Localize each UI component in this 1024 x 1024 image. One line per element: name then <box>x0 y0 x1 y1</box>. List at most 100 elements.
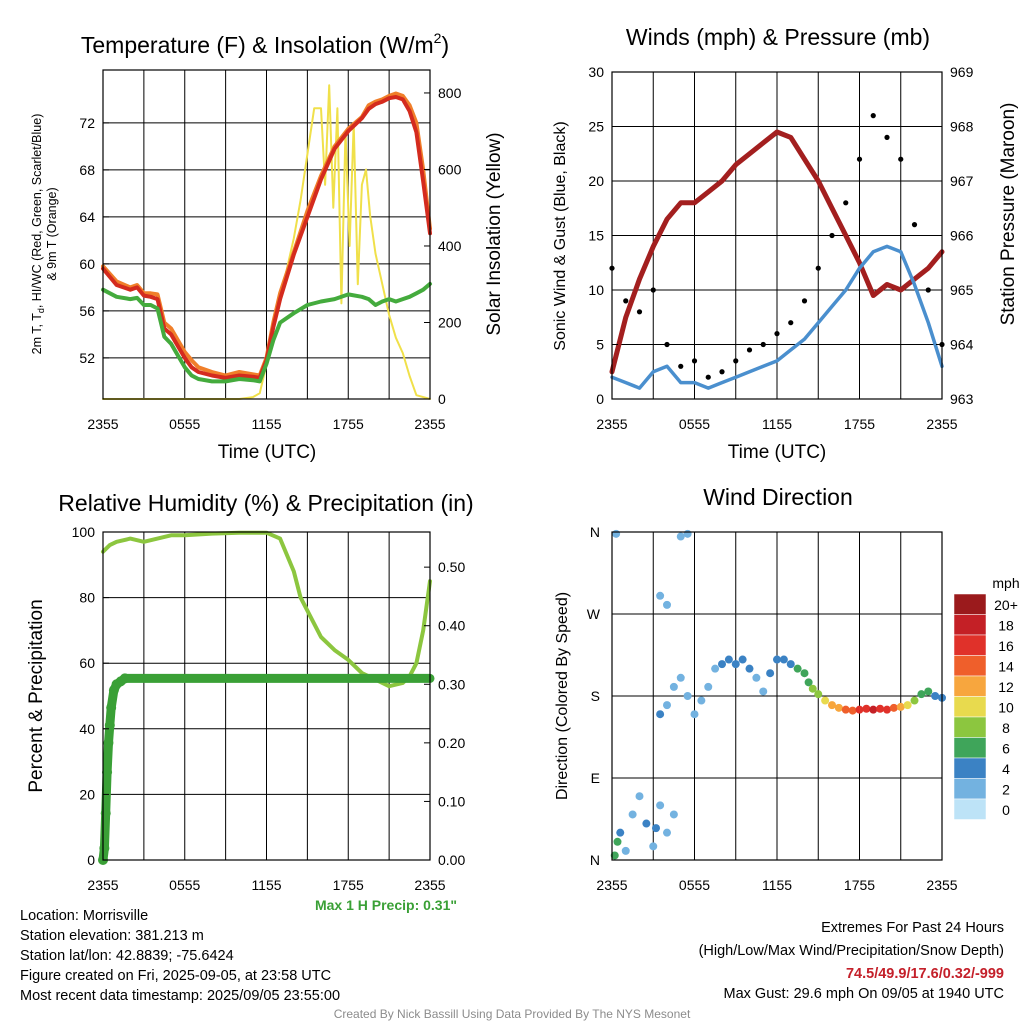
direction-point <box>610 851 619 860</box>
gust-point <box>856 156 863 162</box>
y-right-tick-label: 400 <box>438 238 462 254</box>
direction-tick-label: W <box>587 606 601 622</box>
legend-label: 16 <box>998 638 1014 654</box>
legend-label: 8 <box>1002 720 1010 736</box>
gust-point <box>884 134 890 140</box>
gust-point <box>623 298 629 304</box>
direction-point <box>656 710 665 719</box>
direction-tick-label: S <box>591 688 600 704</box>
x-tick-label: 2355 <box>87 416 118 432</box>
direction-point <box>663 600 671 609</box>
direction-point <box>862 704 871 713</box>
temperature-xlabel: Time (UTC) <box>218 442 317 463</box>
direction-point <box>848 706 857 715</box>
direction-point <box>613 837 622 846</box>
direction-point <box>663 828 671 837</box>
direction-point <box>676 673 685 682</box>
legend-label: 14 <box>998 659 1014 675</box>
direction-point <box>683 529 692 538</box>
y-right-tick-label: 0.10 <box>438 793 465 809</box>
gust-point <box>925 287 931 293</box>
y-left-tick-label: 56 <box>79 303 95 319</box>
direction-point <box>841 705 850 714</box>
humidity-title: Relative Humidity (%) & Precipitation (i… <box>58 490 473 516</box>
extremes-info: Extremes For Past 24 Hours (High/Low/Max… <box>699 918 1004 1004</box>
precip-point <box>104 720 115 731</box>
y-left-tick-label: 64 <box>79 209 95 225</box>
direction-point <box>697 696 706 705</box>
legend-swatch <box>953 737 987 759</box>
humidity-series-line <box>101 530 432 689</box>
x-tick-label: 1755 <box>333 877 364 893</box>
temperature-series-line <box>102 84 431 400</box>
gust-point <box>911 222 918 228</box>
wind-direction-title: Wind Direction <box>703 484 853 510</box>
max-precip-label: Max 1 H Precip: 0.31" <box>315 897 457 913</box>
x-tick-label: 2355 <box>926 416 957 432</box>
legend-label: 12 <box>998 679 1014 695</box>
y-right-tick-label: 967 <box>950 173 974 189</box>
direction-point <box>676 532 685 541</box>
y-right-tick-label: 964 <box>950 337 974 353</box>
humidity-left-ylabel: Percent & Precipitation <box>26 599 47 792</box>
direction-tick-label: N <box>590 852 600 868</box>
gust-point <box>678 363 684 369</box>
direction-point <box>711 664 720 673</box>
y-right-tick-label: 965 <box>950 282 974 298</box>
direction-point <box>910 696 919 705</box>
legend-swatch <box>953 798 987 820</box>
y-left-tick-label: 10 <box>588 282 604 298</box>
direction-point <box>731 660 740 669</box>
elevation-text: Station elevation: 381.213 m <box>20 928 204 944</box>
legend-swatch <box>953 696 987 718</box>
precip-point <box>100 808 111 819</box>
gust-point <box>705 374 711 380</box>
direction-point <box>883 705 891 714</box>
temperature-left-ylabel: 2m T, Td, HI/WC (Red, Green, Scarlet/Blu… <box>30 114 46 355</box>
gust-point <box>829 232 835 239</box>
humidity-plot-frame <box>102 531 431 861</box>
direction-point <box>669 810 678 819</box>
y-right-tick-label: 966 <box>950 228 974 244</box>
legend-swatch <box>953 716 987 738</box>
direction-point <box>652 824 660 833</box>
location-text: Location: Morrisville <box>20 908 149 924</box>
y-left-tick-label: 100 <box>72 524 96 540</box>
legend-label: 2 <box>1002 782 1010 798</box>
direction-point <box>903 701 912 710</box>
y-right-tick-label: 0 <box>438 391 446 407</box>
humidity-panel: Relative Humidity (%) & Precipitation (i… <box>26 490 474 913</box>
precip-point <box>106 702 117 713</box>
y-left-tick-label: 60 <box>79 256 95 272</box>
direction-point <box>718 660 726 669</box>
temperature-title: Temperature (F) & Insolation (W/m2) <box>81 30 449 58</box>
direction-point <box>869 705 878 714</box>
wind-direction-plot-frame <box>611 531 943 861</box>
legend-swatch <box>953 675 987 697</box>
y-left-tick-label: 15 <box>588 228 604 244</box>
y-right-tick-label: 200 <box>438 314 462 330</box>
direction-point <box>704 682 713 691</box>
gust-point <box>843 200 849 206</box>
winds-right-ylabel: Station Pressure (Maroon) <box>998 103 1019 326</box>
temperature-plot-frame <box>102 69 431 400</box>
gust-point <box>719 369 725 375</box>
x-tick-label: 1755 <box>333 416 364 432</box>
legend-swatch <box>953 778 987 800</box>
direction-point <box>656 801 665 810</box>
direction-point <box>800 669 809 678</box>
station-info: Location: Morrisville Station elevation:… <box>20 906 340 1006</box>
direction-tick-label: E <box>591 770 600 786</box>
y-left-tick-label: 0 <box>87 852 95 868</box>
direction-point <box>804 678 813 687</box>
legend-label: 0 <box>1002 802 1010 818</box>
wind-direction-ylabel: Direction (Colored By Speed) <box>554 592 571 800</box>
precip-point <box>99 843 110 854</box>
direction-point <box>683 692 692 700</box>
y-right-tick-label: 963 <box>950 391 974 407</box>
x-tick-label: 2355 <box>926 877 957 893</box>
credit-text: Created By Nick Bassill Using Data Provi… <box>333 1007 691 1021</box>
wind-series-line <box>610 244 944 390</box>
gust-point <box>801 298 808 304</box>
